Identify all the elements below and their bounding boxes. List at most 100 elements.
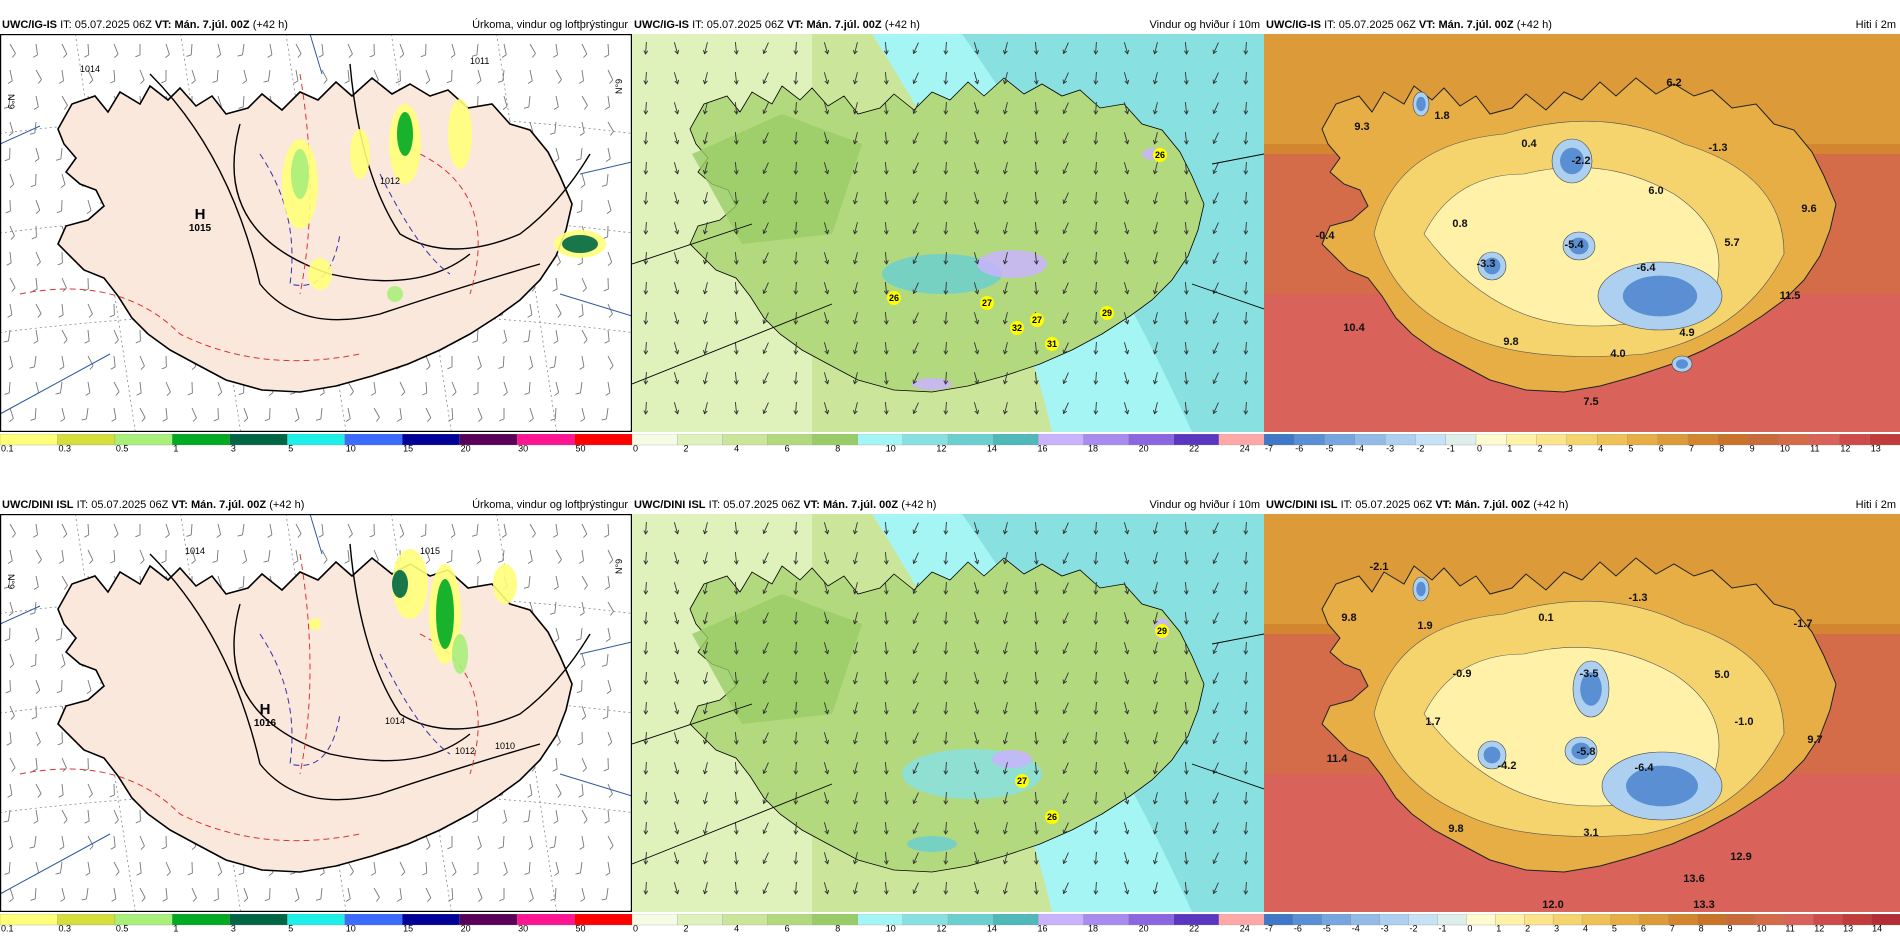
legend-tick: 15 [403, 444, 413, 453]
panel-title: Úrkoma, vindur og loftþrýstingur [472, 19, 628, 31]
iceland-land [57, 76, 573, 393]
it-label: IT: [60, 19, 72, 31]
temp-label: -2.2 [1572, 155, 1591, 167]
legend-swatch [574, 914, 632, 926]
legend-tick: 11 [1785, 924, 1794, 933]
lead-time: (+42 h) [901, 499, 937, 511]
legend-tick: 10 [1780, 444, 1790, 453]
legend-tick: 0.3 [58, 924, 71, 933]
legend-tick: 9 [1728, 924, 1733, 933]
legend-tick: 2 [1525, 924, 1530, 933]
map-wind[interactable]: 26 26 27 32 27 31 29 [632, 34, 1264, 432]
map-precip[interactable]: H 1016 1014 1015 1014 1012 1010 N°9 N°9 [0, 514, 632, 912]
legend-tick: 4 [1583, 924, 1588, 933]
legend-tick: 10 [886, 924, 896, 933]
legend-swatch [632, 914, 678, 926]
map-precip[interactable]: H 1015 1014 1012 1011 N°9 N°9 [0, 34, 632, 432]
it-label: IT: [1324, 19, 1336, 31]
legend-swatch [767, 914, 814, 926]
legend-tick: 30 [518, 444, 528, 453]
map-temp[interactable]: 6.2 9.3 1.8 0.4 -2.2 -1.3 6.0 9.6 0.8 -0.4 -3.3 -5.… [1264, 34, 1900, 432]
lat-label: N°9 [614, 559, 624, 574]
legend-swatch [172, 434, 231, 446]
temp-label: 0.8 [1452, 218, 1467, 230]
temp-label: 3.1 [1583, 827, 1598, 839]
panel-wind-igis: UWC/IG-IS IT: 05.07.2025 06Z VT: Mán. 7.… [632, 18, 1264, 463]
init-time: 05.07.2025 06Z [723, 499, 801, 511]
init-time: 05.07.2025 06Z [706, 19, 784, 31]
map-wind[interactable]: 29 27 26 [632, 514, 1264, 912]
model-name: UWC/IG-IS [634, 19, 689, 31]
legend-tick: 4 [734, 444, 739, 453]
legend-tick: -2 [1410, 924, 1418, 933]
legend-tick: -6 [1294, 924, 1302, 933]
legend-tick: 10 [346, 444, 356, 453]
panel-temp-igis: UWC/IG-IS IT: 05.07.2025 06Z VT: Mán. 7.… [1264, 18, 1900, 463]
precip-areas [309, 549, 517, 674]
map-temp[interactable]: -2.1 9.8 1.9 0.1 -1.3 -1.7 -0.9 -3.5 5.0 1.7 -4.2 -… [1264, 514, 1900, 912]
legend-tick: 22 [1189, 924, 1199, 933]
temp-label: 11.4 [1327, 753, 1349, 765]
legend-precip: 0.1 0.3 0.5 1 3 5 10 15 20 30 50 [0, 914, 632, 932]
legend-tick: 2 [1538, 444, 1543, 453]
gust-label: 32 [1012, 323, 1022, 333]
gust-zones [882, 148, 1162, 390]
panel-title: Hiti í 2m [1855, 499, 1896, 511]
gust-label: 26 [889, 293, 899, 303]
temp-label: -1.3 [1629, 592, 1648, 604]
legend-wind: 0 2 4 6 8 10 12 14 16 18 20 22 24 [632, 914, 1264, 932]
legend-tick: 2 [684, 444, 689, 453]
legend-swatch [574, 434, 632, 446]
legend-swatch [1218, 914, 1264, 926]
legend-tick: -4 [1352, 924, 1360, 933]
it-label: IT: [708, 499, 721, 511]
isobar-label: 1014 [385, 716, 405, 726]
temp-label: 9.8 [1503, 336, 1518, 348]
panel-header: UWC/DINI ISL IT: 05.07.2025 06Z VT: Mán.… [632, 498, 1264, 512]
panel-header: UWC/DINI ISL IT: 05.07.2025 06Z VT: Mán.… [1264, 498, 1900, 512]
legend-tick: 6 [1659, 444, 1664, 453]
legend-tick: 24 [1240, 924, 1250, 933]
isobar-label: 1015 [420, 546, 440, 556]
model-name: UWC/DINI ISL [634, 499, 706, 511]
legend-tick: 30 [518, 924, 528, 933]
gust-marker [1153, 148, 1167, 162]
high-pressure-letter: H [195, 206, 206, 223]
legend-tick: 12 [936, 444, 946, 453]
legend-tick: 18 [1088, 924, 1098, 933]
legend-swatch [172, 914, 231, 926]
temp-label: 10.4 [1343, 322, 1365, 334]
isobar-label: 1011 [470, 56, 489, 66]
legend-temp: -7 -6 -5 -4 -3 -2 -1 0 1 2 3 4 5 6 7 8 9 10 11 12 13 [1264, 434, 1900, 452]
legend-swatch [229, 914, 288, 926]
legend-tick: -2 [1416, 444, 1424, 453]
legend-tick: 0 [1467, 924, 1472, 933]
high-pressure-value: 1015 [189, 223, 212, 234]
legend-tick: 10 [1756, 924, 1766, 933]
gust-marker [980, 296, 994, 310]
legend-swatch [287, 914, 346, 926]
gust-label: 27 [982, 298, 992, 308]
legend-tick: 0 [633, 444, 638, 453]
temp-label: 13.3 [1693, 899, 1714, 911]
legend-tick: 8 [1719, 444, 1724, 453]
it-label: IT: [1340, 499, 1353, 511]
valid-time: Mán. 7.júl. 00Z [174, 19, 250, 31]
legend-tick: 24 [1240, 444, 1250, 453]
wind-arrows [643, 521, 1249, 895]
isobar-label: 1014 [80, 64, 100, 74]
meridians [0, 514, 632, 895]
gust-marker [1030, 313, 1044, 327]
legend-tick: 0.3 [58, 444, 71, 453]
panel-title: Vindur og hviður í 10m [1149, 499, 1260, 511]
legend-tick: 14 [987, 924, 997, 933]
panel-temp-dini: UWC/DINI ISL IT: 05.07.2025 06Z VT: Mán.… [1264, 498, 1900, 943]
legend-tick: -7 [1265, 924, 1273, 933]
it-label: IT: [76, 499, 89, 511]
legend-tick: 13 [1871, 444, 1881, 453]
temp-label: 0.1 [1538, 612, 1553, 624]
temp-label: 4.0 [1610, 348, 1625, 360]
temp-label: 4.9 [1679, 327, 1694, 339]
gust-marker [1100, 306, 1114, 320]
legend-tick: 0.5 [116, 444, 129, 453]
